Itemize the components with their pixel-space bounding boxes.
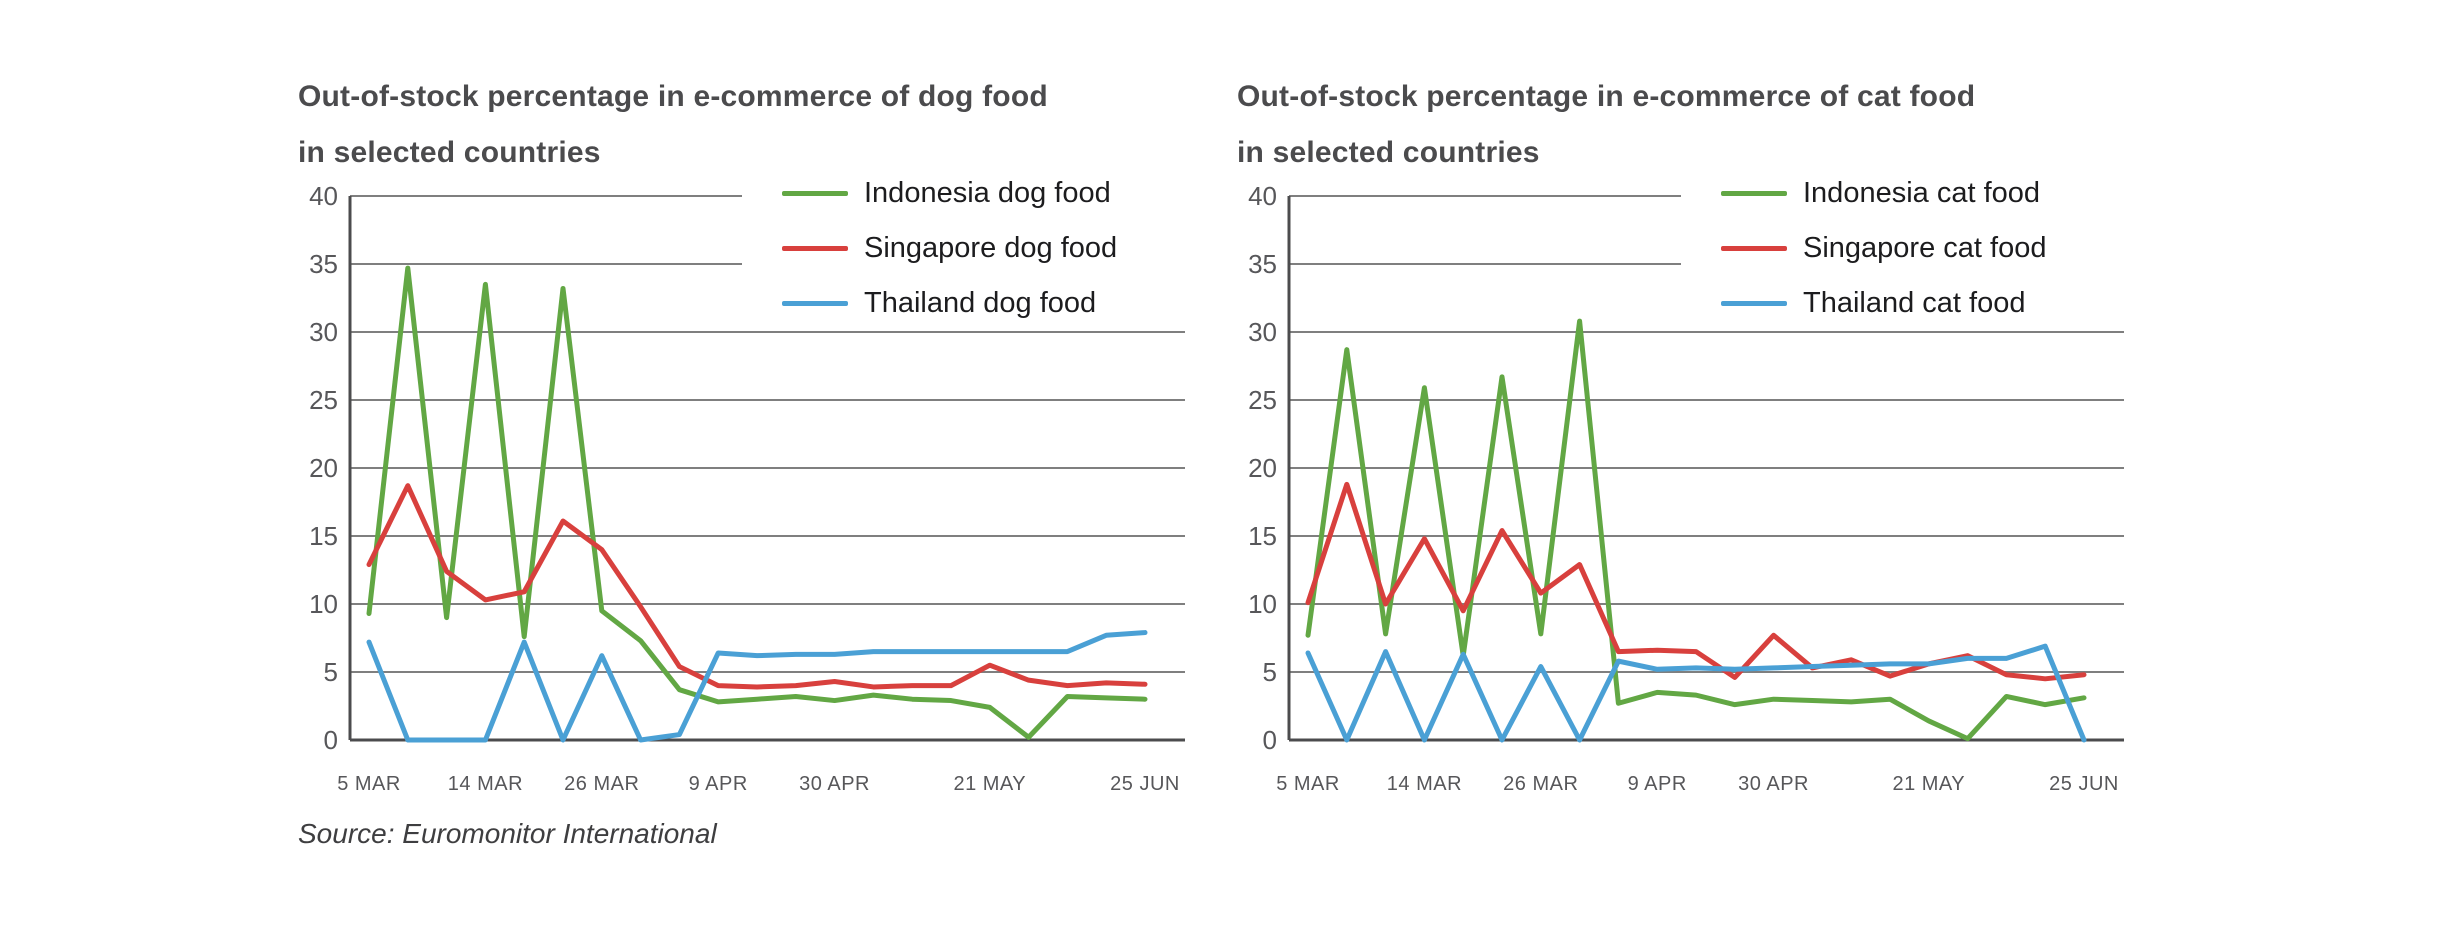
dog-chart-title-line2: in selected countries — [298, 135, 601, 169]
cat-food-plot: 0 5 10 15 20 25 30 35 40 5 MAR 14 MAR 26 MAR 9 APR 30… — [1248, 181, 2124, 795]
svg-text:25 JUN: 25 JUN — [1110, 773, 1180, 795]
svg-text:10: 10 — [309, 589, 338, 619]
legend-item-thailand-dog: Thailand dog food — [782, 276, 1262, 331]
legend-item-thailand-cat: Thailand cat food — [1721, 276, 2201, 331]
svg-text:0: 0 — [324, 725, 338, 755]
dog-food-chart: Out-of-stock percentage in e-commerce of… — [290, 30, 1270, 860]
legend-label: Thailand dog food — [864, 287, 1097, 319]
svg-text:26 MAR: 26 MAR — [564, 773, 639, 795]
dog-food-plot: 0 5 10 15 20 25 30 35 40 5 MAR 14 MAR 26 MAR 9 APR 30… — [309, 181, 1185, 795]
svg-text:35: 35 — [1248, 249, 1277, 279]
svg-text:21 MAY: 21 MAY — [953, 773, 1026, 795]
svg-text:26 MAR: 26 MAR — [1503, 773, 1578, 795]
cat-chart-title-line1: Out-of-stock percentage in e-commerce of… — [1237, 79, 1976, 113]
svg-text:15: 15 — [1248, 521, 1277, 551]
svg-text:21 MAY: 21 MAY — [1892, 773, 1965, 795]
dog-chart-title: Out-of-stock percentage in e-commerce of… — [298, 69, 1238, 181]
svg-text:30 APR: 30 APR — [1738, 773, 1809, 795]
legend-item-singapore-cat: Singapore cat food — [1721, 221, 2201, 276]
cat-chart-legend: Indonesia cat food Singapore cat food Th… — [1681, 166, 2201, 331]
svg-text:9 APR: 9 APR — [689, 773, 748, 795]
source-note: Source: Euromonitor International — [298, 818, 717, 849]
legend-item-indonesia-cat: Indonesia cat food — [1721, 166, 2201, 221]
legend-label: Thailand cat food — [1803, 287, 2026, 319]
indonesia-line-swatch — [1721, 191, 1787, 196]
svg-text:35: 35 — [309, 249, 338, 279]
dog-chart-legend: Indonesia dog food Singapore dog food Th… — [742, 166, 1262, 331]
svg-text:25 JUN: 25 JUN — [2049, 773, 2119, 795]
svg-text:5: 5 — [324, 657, 338, 687]
svg-text:40: 40 — [309, 181, 338, 211]
svg-text:5 MAR: 5 MAR — [337, 773, 401, 795]
svg-text:14 MAR: 14 MAR — [448, 773, 523, 795]
svg-text:25: 25 — [309, 385, 338, 415]
thailand-line-swatch — [1721, 301, 1787, 306]
svg-text:25: 25 — [1248, 385, 1277, 415]
legend-label: Indonesia dog food — [864, 177, 1111, 209]
svg-text:20: 20 — [309, 453, 338, 483]
svg-text:30: 30 — [309, 317, 338, 347]
legend-item-singapore-dog: Singapore dog food — [782, 221, 1262, 276]
cat-food-chart: Out-of-stock percentage in e-commerce of… — [1229, 30, 2209, 860]
svg-text:15: 15 — [309, 521, 338, 551]
svg-text:5: 5 — [1263, 657, 1277, 687]
svg-text:20: 20 — [1248, 453, 1277, 483]
singapore-line-swatch — [1721, 246, 1787, 251]
cat-chart-title-line2: in selected countries — [1237, 135, 1540, 169]
legend-label: Singapore cat food — [1803, 232, 2047, 264]
legend-label: Indonesia cat food — [1803, 177, 2041, 209]
svg-text:30 APR: 30 APR — [799, 773, 870, 795]
singapore-line-swatch — [782, 246, 848, 251]
svg-text:0: 0 — [1263, 725, 1277, 755]
cat-chart-title: Out-of-stock percentage in e-commerce of… — [1237, 69, 2177, 181]
svg-text:30: 30 — [1248, 317, 1277, 347]
legend-label: Singapore dog food — [864, 232, 1118, 264]
indonesia-line-swatch — [782, 191, 848, 196]
dog-chart-title-line1: Out-of-stock percentage in e-commerce of… — [298, 79, 1048, 113]
svg-text:5 MAR: 5 MAR — [1276, 773, 1340, 795]
svg-text:9 APR: 9 APR — [1628, 773, 1687, 795]
thailand-line-swatch — [782, 301, 848, 306]
legend-item-indonesia-dog: Indonesia dog food — [782, 166, 1262, 221]
svg-text:10: 10 — [1248, 589, 1277, 619]
svg-text:40: 40 — [1248, 181, 1277, 211]
svg-text:14 MAR: 14 MAR — [1387, 773, 1462, 795]
